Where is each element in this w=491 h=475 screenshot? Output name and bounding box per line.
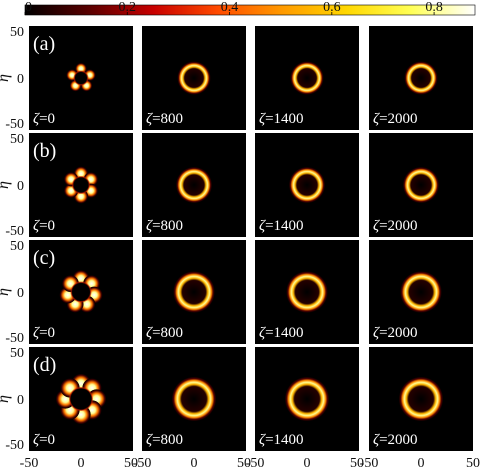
core-edge [70, 281, 92, 303]
y-tick-label: 50 [10, 239, 24, 254]
core [71, 282, 91, 302]
panel-a-3: ζ=2000 [369, 26, 473, 130]
zeta-label: ζ=1400 [259, 325, 304, 341]
intensity-ring [391, 262, 451, 322]
panel-c-3: ζ=2000 [369, 240, 473, 344]
core-edge [73, 70, 89, 86]
x-tick-label: 50 [124, 456, 138, 471]
intensity-ring [162, 367, 226, 431]
colorbar-tick-label: 0.8 [425, 0, 443, 15]
zeta-label: ζ=0 [33, 325, 55, 341]
y-tick-label: 50 [10, 25, 24, 40]
intensity-ring [389, 367, 453, 431]
core-edge [72, 176, 90, 194]
panel-d-1: ζ=800 [142, 347, 246, 451]
y-tick-label: 0 [17, 393, 24, 408]
panel-b-3: ζ=2000 [369, 133, 473, 237]
panel-c-0: ζ=0 (c) [29, 240, 133, 344]
x-tick-label: -50 [360, 456, 379, 471]
zeta-label: ζ=1400 [259, 218, 304, 234]
colorbar-tick-label: 0.2 [119, 0, 137, 15]
zeta-label: ζ=0 [33, 218, 55, 234]
core [69, 387, 93, 411]
core [74, 71, 88, 85]
x-tick-label: 50 [350, 456, 364, 471]
zeta-label: ζ=2000 [373, 325, 418, 341]
core [72, 176, 90, 194]
panel-b-2: ζ=1400 [255, 133, 359, 237]
y-axis-label: η [0, 288, 12, 296]
colorbar-tick-label: 0.6 [323, 0, 341, 15]
zeta-label: ζ=1400 [259, 111, 304, 127]
x-tick-label: 0 [418, 456, 425, 471]
panel-b-0: ζ=0 (b) [29, 133, 133, 237]
x-tick-label: 0 [191, 456, 198, 471]
zeta-label: ζ=0 [33, 111, 55, 127]
intensity-ring [281, 159, 333, 211]
y-tick-label: 0 [17, 179, 24, 194]
intensity-ring [170, 54, 218, 102]
zeta-label: ζ=1400 [259, 432, 304, 448]
zeta-label: ζ=800 [146, 325, 183, 341]
x-tick-label: -50 [246, 456, 265, 471]
panel-d-2: ζ=1400 [255, 347, 359, 451]
x-tick-label: 50 [466, 456, 480, 471]
panel-label: (b) [33, 140, 56, 162]
colorbar-tick-label: 0 [25, 0, 32, 15]
y-axis-label: η [0, 181, 12, 189]
y-tick-label: 0 [17, 72, 24, 87]
panel-a-0: ζ=0 (a) [29, 26, 133, 130]
zeta-label: ζ=800 [146, 218, 183, 234]
intensity-ring [397, 54, 445, 102]
y-tick-label: 50 [10, 346, 24, 361]
panel-a-2: ζ=1400 [255, 26, 359, 130]
y-tick-label: -50 [5, 331, 24, 346]
panel-a-1: ζ=800 [142, 26, 246, 130]
panel-d-0: ζ=0 (d) [29, 347, 133, 451]
core-edge [69, 387, 93, 411]
x-tick-label: 0 [78, 456, 85, 471]
colorbar-gradient [24, 4, 476, 16]
y-tick-label: -50 [5, 117, 24, 132]
intensity-ring [283, 54, 331, 102]
zeta-label: ζ=2000 [373, 111, 418, 127]
y-tick-label: 0 [17, 286, 24, 301]
colorbar-tick-label: 0.4 [221, 0, 239, 15]
y-tick-label: 50 [10, 132, 24, 147]
panel-d-3: ζ=2000 [369, 347, 473, 451]
panel-b-1: ζ=800 [142, 133, 246, 237]
zeta-label: ζ=0 [33, 432, 55, 448]
intensity-ring [275, 367, 339, 431]
x-tick-label: -50 [20, 456, 39, 471]
y-axis-label: η [0, 395, 12, 403]
intensity-ring [277, 262, 337, 322]
panel-c-1: ζ=800 [142, 240, 246, 344]
panel-label: (d) [33, 354, 56, 376]
intensity-ring [164, 262, 224, 322]
colorbar: 0 0.2 0.4 0.6 0.8 [24, 0, 476, 16]
panel-label: (c) [33, 247, 55, 269]
panel-grid: ζ=0 (a) ζ=800 ζ=1400 ζ=2000 ζ=0 (b) ζ=800 ζ=1400… [29, 26, 473, 451]
zeta-label: ζ=800 [146, 432, 183, 448]
x-tick-label: 50 [237, 456, 251, 471]
y-tick-label: -50 [5, 224, 24, 239]
y-tick-label: -50 [5, 438, 24, 453]
zeta-label: ζ=800 [146, 111, 183, 127]
x-tick-label: -50 [133, 456, 152, 471]
panel-label: (a) [33, 33, 55, 55]
intensity-ring [168, 159, 220, 211]
intensity-ring [395, 159, 447, 211]
panel-c-2: ζ=1400 [255, 240, 359, 344]
x-tick-label: 0 [304, 456, 311, 471]
zeta-label: ζ=2000 [373, 218, 418, 234]
y-axis-label: η [0, 74, 12, 82]
zeta-label: ζ=2000 [373, 432, 418, 448]
axes: 500-50η500-50η500-50η500-50η-50050ξ-5005… [0, 25, 480, 475]
